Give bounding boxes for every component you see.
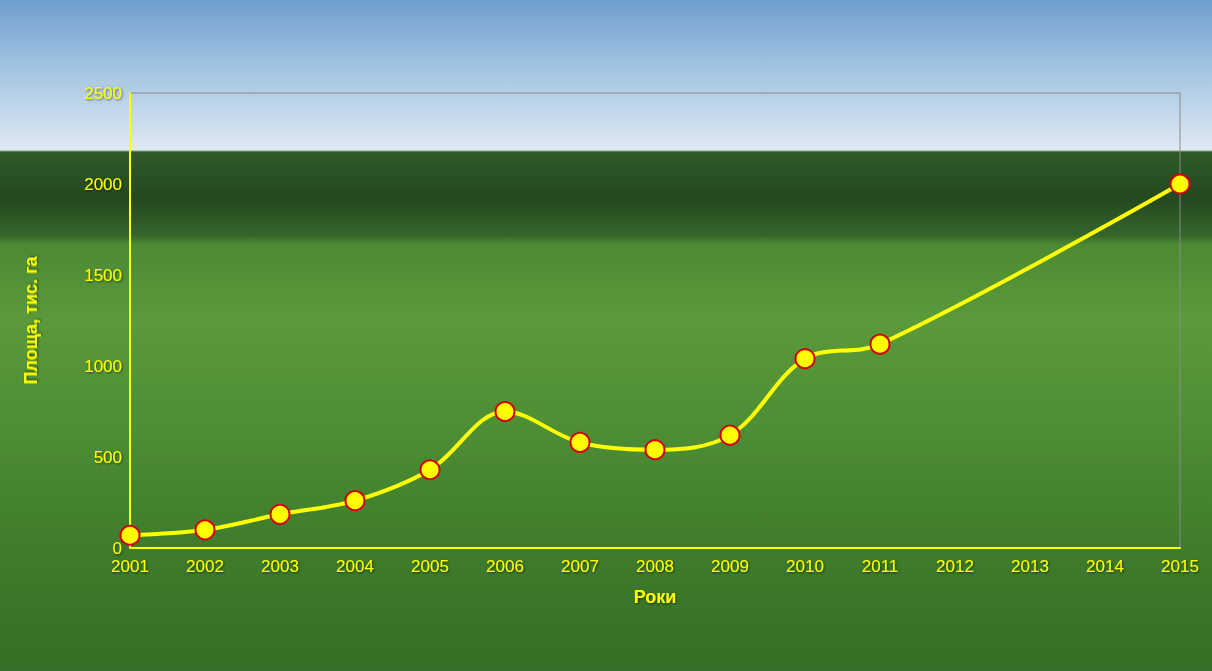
svg-text:2011: 2011 [862, 557, 899, 576]
svg-text:1000: 1000 [84, 357, 122, 376]
svg-text:0: 0 [113, 539, 122, 558]
svg-text:2010: 2010 [786, 557, 824, 576]
svg-text:2012: 2012 [936, 557, 974, 576]
svg-text:1500: 1500 [84, 266, 122, 285]
svg-text:2001: 2001 [111, 557, 149, 576]
svg-text:2006: 2006 [486, 557, 524, 576]
svg-text:2004: 2004 [336, 557, 374, 576]
svg-text:2003: 2003 [261, 557, 299, 576]
svg-text:500: 500 [94, 448, 122, 467]
svg-text:2013: 2013 [1011, 557, 1049, 576]
svg-text:2008: 2008 [636, 557, 674, 576]
svg-text:2015: 2015 [1161, 557, 1199, 576]
svg-text:2500: 2500 [84, 84, 122, 103]
svg-text:2014: 2014 [1086, 557, 1124, 576]
svg-text:2007: 2007 [561, 557, 599, 576]
svg-text:Площа, тис. га: Площа, тис. га [21, 256, 41, 385]
svg-text:2000: 2000 [84, 175, 122, 194]
svg-text:2005: 2005 [411, 557, 449, 576]
svg-text:2002: 2002 [186, 557, 224, 576]
svg-text:Роки: Роки [634, 587, 677, 607]
svg-text:2009: 2009 [711, 557, 749, 576]
